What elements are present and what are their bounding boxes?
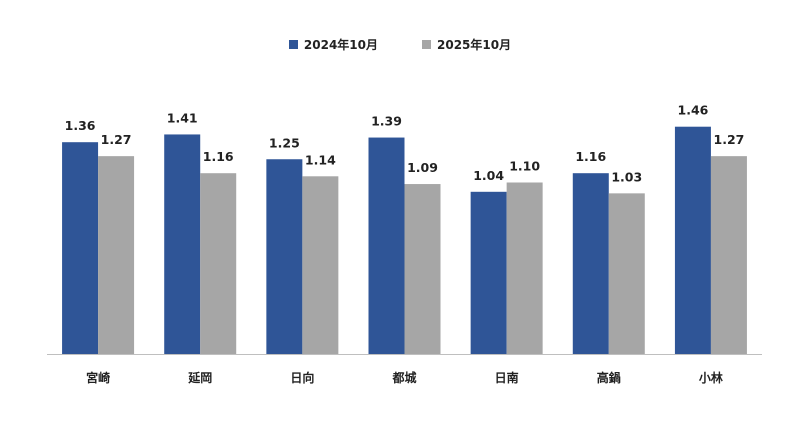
data-label: 1.16 (575, 149, 606, 164)
legend-swatch-2025 (422, 40, 431, 49)
data-label: 1.03 (611, 169, 642, 184)
bar-日向-2024年10月 (266, 159, 303, 354)
bar-高鍋-2025年10月 (608, 193, 645, 354)
bar-小林-2024年10月 (674, 126, 711, 354)
data-label: 1.14 (305, 152, 336, 167)
bar-宮崎-2025年10月 (98, 156, 135, 354)
bar-日向-2025年10月 (302, 176, 339, 354)
x-tick-label: 都城 (391, 370, 416, 385)
data-label: 1.41 (167, 110, 198, 125)
x-tick-label: 延岡 (187, 370, 212, 385)
bar-日南-2024年10月 (470, 191, 507, 354)
bar-宮崎-2024年10月 (62, 142, 99, 354)
x-tick-label: 小林 (699, 370, 723, 385)
x-tick-label: 宮崎 (86, 370, 110, 385)
legend-item-2024: 2024年10月 (288, 36, 378, 53)
legend: 2024年10月 2025年10月 (0, 36, 800, 53)
data-label: 1.25 (269, 135, 300, 150)
legend-swatch-2024 (288, 40, 298, 49)
data-label: 1.09 (407, 160, 438, 175)
data-label: 1.27 (101, 132, 132, 147)
x-tick-label: 高鍋 (597, 370, 621, 385)
bar-延岡-2024年10月 (164, 134, 201, 354)
bar-延岡-2025年10月 (200, 173, 237, 354)
data-label: 1.46 (678, 103, 709, 118)
bar-日南-2025年10月 (506, 182, 543, 354)
bar-都城-2025年10月 (404, 184, 441, 354)
data-label: 1.16 (203, 149, 234, 164)
data-label: 1.04 (473, 168, 504, 183)
x-tick-label: 日向 (290, 370, 314, 385)
bar-高鍋-2024年10月 (572, 173, 609, 354)
data-label: 1.36 (65, 118, 96, 133)
data-label: 1.39 (371, 114, 402, 129)
legend-label-2024: 2024年10月 (303, 38, 378, 52)
legend-label-2025: 2025年10月 (437, 38, 512, 52)
legend-item-2025: 2025年10月 (422, 36, 511, 53)
bar-小林-2025年10月 (710, 156, 747, 354)
x-tick-label: 日南 (495, 370, 519, 385)
data-label: 1.10 (509, 159, 540, 174)
bar-都城-2024年10月 (368, 137, 405, 354)
data-label: 1.27 (714, 132, 745, 147)
